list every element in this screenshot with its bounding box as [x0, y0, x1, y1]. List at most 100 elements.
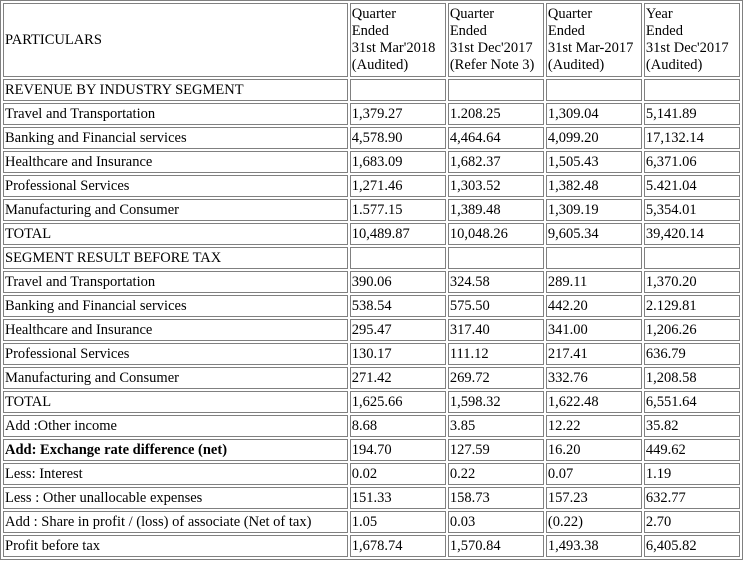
table-row: Travel and Transportation 1,379.27 1.208.2… [3, 103, 740, 125]
row-label: Manufacturing and Consumer [3, 199, 348, 221]
value-cell: 10,489.87 [349, 223, 446, 245]
value-cell: 271.42 [349, 367, 446, 389]
row-label: TOTAL [3, 223, 348, 245]
value-cell: 158.73 [447, 487, 544, 509]
value-cell: 1,382.48 [545, 175, 642, 197]
table-row: SEGMENT RESULT BEFORE TAX [3, 247, 740, 269]
row-label: Banking and Financial services [3, 295, 348, 317]
header-line: (Audited) [547, 57, 605, 73]
table-row: Healthcare and Insurance 1,683.09 1,682.37… [3, 151, 740, 173]
value-cell: 1,505.43 [545, 151, 642, 173]
value-cell: 151.33 [349, 487, 446, 509]
value-cell: 1,389.48 [447, 199, 544, 221]
value-cell: 1,303.52 [447, 175, 544, 197]
value-cell: 1,206.26 [643, 319, 740, 341]
value-cell: 2.70 [643, 511, 740, 533]
table-row: Manufacturing and Consumer 1.577.15 1,389.… [3, 199, 740, 221]
table-row: Banking and Financial services 4,578.90 4,… [3, 127, 740, 149]
value-cell: 127.59 [447, 439, 544, 461]
value-cell: 194.70 [349, 439, 446, 461]
value-cell: 0.22 [447, 463, 544, 485]
table-row: Travel and Transportation 390.06 324.58 289… [3, 271, 740, 293]
value-cell: 0.03 [447, 511, 544, 533]
row-label: Healthcare and Insurance [3, 151, 348, 173]
table-row: Professional Services 1,271.46 1,303.52 1,3… [3, 175, 740, 197]
column-header-q-dec-2017: Quarter Ended 31st Dec'2017 (Refer Note … [447, 3, 544, 77]
value-cell: 1,271.46 [349, 175, 446, 197]
header-line: Ended [645, 23, 683, 39]
value-cell: 442.20 [545, 295, 642, 317]
header-line: Quarter [351, 6, 397, 22]
value-cell: 5,141.89 [643, 103, 740, 125]
table-row: REVENUE BY INDUSTRY SEGMENT [3, 79, 740, 101]
header-line: Ended [351, 23, 389, 39]
table-row: Healthcare and Insurance 295.47 317.40 341.… [3, 319, 740, 341]
value-cell [349, 79, 446, 101]
value-cell: 0.07 [545, 463, 642, 485]
row-label: TOTAL [3, 391, 348, 413]
value-cell: 3.85 [447, 415, 544, 437]
value-cell: 5,354.01 [643, 199, 740, 221]
value-cell: 6,551.64 [643, 391, 740, 413]
value-cell [643, 79, 740, 101]
row-label: Manufacturing and Consumer [3, 367, 348, 389]
header-line: 31st Mar-2017 [547, 40, 634, 56]
row-label: SEGMENT RESULT BEFORE TAX [3, 247, 348, 269]
value-cell: 1,208.58 [643, 367, 740, 389]
value-cell: 324.58 [447, 271, 544, 293]
row-label: Healthcare and Insurance [3, 319, 348, 341]
row-label: Less: Interest [3, 463, 348, 485]
value-cell [545, 247, 642, 269]
value-cell: 575.50 [447, 295, 544, 317]
value-cell: 217.41 [545, 343, 642, 365]
value-cell [349, 247, 446, 269]
row-label: Banking and Financial services [3, 127, 348, 149]
table-body: PARTICULARS Quarter Ended 31st Mar'2018 … [3, 3, 740, 557]
value-cell: 157.23 [545, 487, 642, 509]
header-line: Ended [449, 23, 487, 39]
header-line: 31st Dec'2017 [645, 40, 729, 56]
value-cell: 111.12 [447, 343, 544, 365]
value-cell: 632.77 [643, 487, 740, 509]
header-line: (Audited) [351, 57, 409, 73]
value-cell: (0.22) [545, 511, 642, 533]
header-line: Quarter [547, 6, 593, 22]
table-row: TOTAL 1,625.66 1,598.32 1,622.48 6,551.64 [3, 391, 740, 413]
table-row: TOTAL 10,489.87 10,048.26 9,605.34 39,420.14 [3, 223, 740, 245]
value-cell: 1,493.38 [545, 535, 642, 557]
row-label: REVENUE BY INDUSTRY SEGMENT [3, 79, 348, 101]
column-header-year-dec-2017: Year Ended 31st Dec'2017 (Audited) [643, 3, 740, 77]
value-cell: 4,099.20 [545, 127, 642, 149]
particulars-header: PARTICULARS [3, 3, 348, 77]
value-cell: 4,464.64 [447, 127, 544, 149]
table-row: Professional Services 130.17 111.12 217.41 6… [3, 343, 740, 365]
value-cell: 16.20 [545, 439, 642, 461]
row-label: Professional Services [3, 343, 348, 365]
value-cell: 35.82 [643, 415, 740, 437]
value-cell: 1,309.04 [545, 103, 642, 125]
value-cell: 10,048.26 [447, 223, 544, 245]
value-cell [447, 79, 544, 101]
value-cell: 332.76 [545, 367, 642, 389]
table-row: Less : Other unallocable expenses 151.33 1… [3, 487, 740, 509]
value-cell: 1.19 [643, 463, 740, 485]
value-cell: 449.62 [643, 439, 740, 461]
table-row: Manufacturing and Consumer 271.42 269.72 33… [3, 367, 740, 389]
value-cell: 4,578.90 [349, 127, 446, 149]
value-cell: 1,570.84 [447, 535, 544, 557]
value-cell: 130.17 [349, 343, 446, 365]
header-row: PARTICULARS Quarter Ended 31st Mar'2018 … [3, 3, 740, 77]
row-label: Less : Other unallocable expenses [3, 487, 348, 509]
value-cell: 341.00 [545, 319, 642, 341]
value-cell: 9,605.34 [545, 223, 642, 245]
row-label: Profit before tax [3, 535, 348, 557]
value-cell: 317.40 [447, 319, 544, 341]
column-header-q-mar-2018: Quarter Ended 31st Mar'2018 (Audited) [349, 3, 446, 77]
header-line: 31st Mar'2018 [351, 40, 436, 56]
value-cell: 538.54 [349, 295, 446, 317]
value-cell: 1,379.27 [349, 103, 446, 125]
value-cell: 1,683.09 [349, 151, 446, 173]
value-cell: 269.72 [447, 367, 544, 389]
value-cell [447, 247, 544, 269]
